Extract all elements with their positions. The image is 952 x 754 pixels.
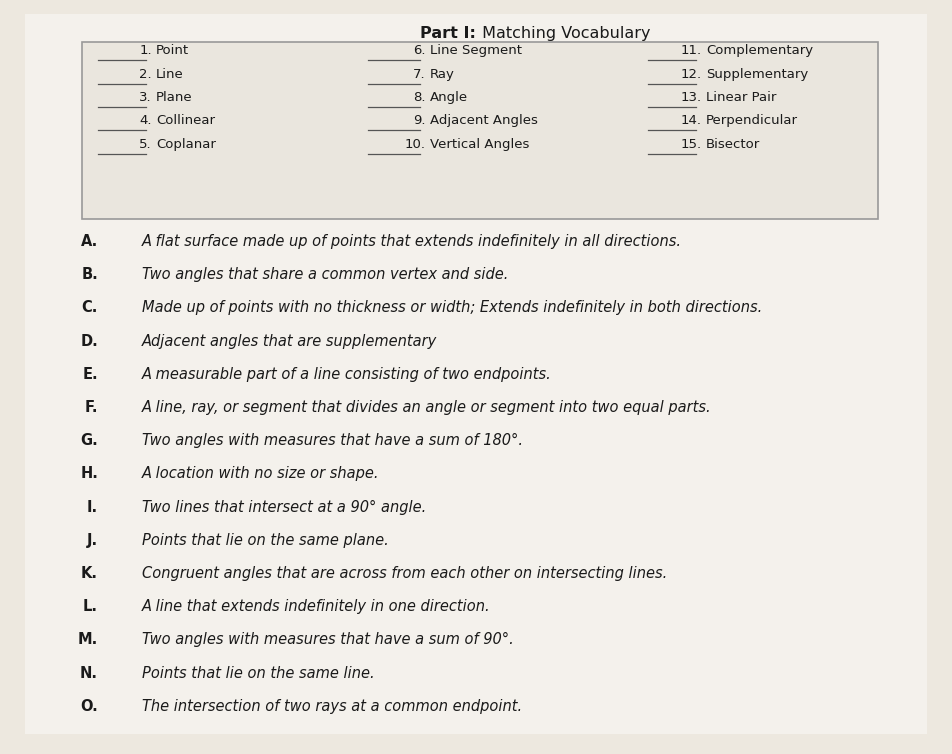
Text: Collinear: Collinear bbox=[156, 114, 215, 127]
Text: O.: O. bbox=[80, 699, 98, 714]
Text: J.: J. bbox=[87, 533, 98, 548]
Text: Supplementary: Supplementary bbox=[706, 68, 808, 81]
Text: Points that lie on the same plane.: Points that lie on the same plane. bbox=[142, 533, 388, 548]
Text: Plane: Plane bbox=[156, 91, 192, 104]
Text: Congruent angles that are across from each other on intersecting lines.: Congruent angles that are across from ea… bbox=[142, 566, 667, 581]
Text: A flat surface made up of points that extends indefinitely in all directions.: A flat surface made up of points that ex… bbox=[142, 234, 682, 249]
Text: Perpendicular: Perpendicular bbox=[706, 114, 798, 127]
Text: E.: E. bbox=[83, 366, 98, 382]
FancyBboxPatch shape bbox=[82, 42, 878, 219]
Text: 5.: 5. bbox=[139, 138, 152, 151]
Text: C.: C. bbox=[82, 300, 98, 315]
Text: Points that lie on the same line.: Points that lie on the same line. bbox=[142, 666, 375, 681]
Text: H.: H. bbox=[80, 467, 98, 481]
Text: Two angles with measures that have a sum of 90°.: Two angles with measures that have a sum… bbox=[142, 633, 514, 648]
Text: L.: L. bbox=[83, 599, 98, 615]
Text: A measurable part of a line consisting of two endpoints.: A measurable part of a line consisting o… bbox=[142, 366, 552, 382]
Text: 15.: 15. bbox=[681, 138, 702, 151]
Text: A location with no size or shape.: A location with no size or shape. bbox=[142, 467, 380, 481]
Text: Made up of points with no thickness or width; Extends indefinitely in both direc: Made up of points with no thickness or w… bbox=[142, 300, 763, 315]
Text: 11.: 11. bbox=[681, 44, 702, 57]
Text: D.: D. bbox=[80, 333, 98, 348]
Text: I.: I. bbox=[87, 500, 98, 514]
Text: Part I:: Part I: bbox=[420, 26, 476, 41]
Text: Coplanar: Coplanar bbox=[156, 138, 216, 151]
Text: 12.: 12. bbox=[681, 68, 702, 81]
Text: A line that extends indefinitely in one direction.: A line that extends indefinitely in one … bbox=[142, 599, 490, 615]
Text: Two angles with measures that have a sum of 180°.: Two angles with measures that have a sum… bbox=[142, 434, 523, 448]
Text: B.: B. bbox=[81, 267, 98, 282]
Text: 9.: 9. bbox=[413, 114, 426, 127]
Text: 10.: 10. bbox=[405, 138, 426, 151]
Text: Point: Point bbox=[156, 44, 189, 57]
Text: 4.: 4. bbox=[140, 114, 152, 127]
Text: 8.: 8. bbox=[413, 91, 426, 104]
Text: Adjacent angles that are supplementary: Adjacent angles that are supplementary bbox=[142, 333, 437, 348]
Text: Vertical Angles: Vertical Angles bbox=[430, 138, 529, 151]
FancyBboxPatch shape bbox=[25, 14, 927, 734]
Text: 14.: 14. bbox=[681, 114, 702, 127]
Text: Two angles that share a common vertex and side.: Two angles that share a common vertex an… bbox=[142, 267, 508, 282]
Text: F.: F. bbox=[85, 400, 98, 415]
Text: Ray: Ray bbox=[430, 68, 455, 81]
Text: A line, ray, or segment that divides an angle or segment into two equal parts.: A line, ray, or segment that divides an … bbox=[142, 400, 712, 415]
Text: Matching Vocabulary: Matching Vocabulary bbox=[477, 26, 650, 41]
Text: 6.: 6. bbox=[413, 44, 426, 57]
Text: N.: N. bbox=[80, 666, 98, 681]
Text: The intersection of two rays at a common endpoint.: The intersection of two rays at a common… bbox=[142, 699, 522, 714]
Text: Bisector: Bisector bbox=[706, 138, 761, 151]
Text: K.: K. bbox=[81, 566, 98, 581]
Text: Line: Line bbox=[156, 68, 184, 81]
Text: 2.: 2. bbox=[139, 68, 152, 81]
Text: M.: M. bbox=[78, 633, 98, 648]
Text: Linear Pair: Linear Pair bbox=[706, 91, 777, 104]
Text: A.: A. bbox=[81, 234, 98, 249]
Text: G.: G. bbox=[80, 434, 98, 448]
Text: Line Segment: Line Segment bbox=[430, 44, 522, 57]
Text: 1.: 1. bbox=[139, 44, 152, 57]
Text: 3.: 3. bbox=[139, 91, 152, 104]
Text: 7.: 7. bbox=[413, 68, 426, 81]
Text: Two lines that intersect at a 90° angle.: Two lines that intersect at a 90° angle. bbox=[142, 500, 426, 515]
Text: Angle: Angle bbox=[430, 91, 468, 104]
Text: Adjacent Angles: Adjacent Angles bbox=[430, 114, 538, 127]
Text: 13.: 13. bbox=[681, 91, 702, 104]
Text: Complementary: Complementary bbox=[706, 44, 813, 57]
